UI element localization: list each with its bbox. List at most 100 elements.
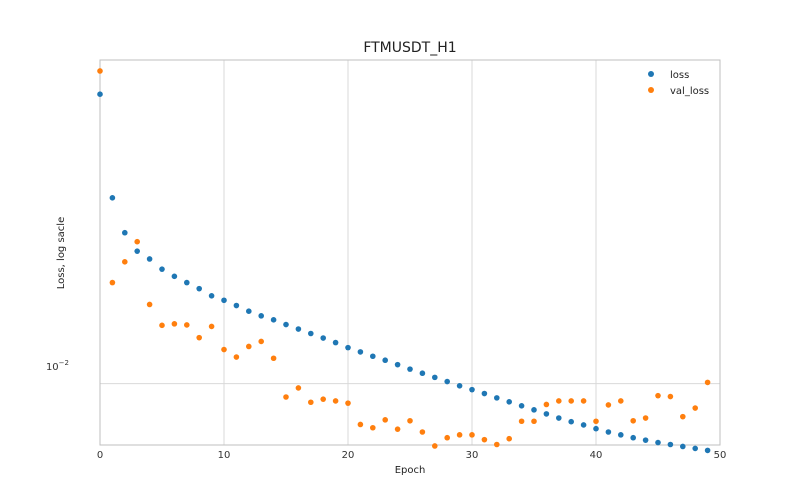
val_loss-point [543, 401, 550, 408]
loss-point [196, 285, 202, 292]
loss-point [432, 374, 438, 381]
val_loss-point [246, 343, 252, 350]
loss-point [146, 256, 153, 262]
loss-point [258, 313, 265, 319]
loss-point [593, 425, 599, 432]
loss-point [221, 297, 227, 304]
val_loss-point [630, 417, 636, 424]
legend-label: val_loss [670, 86, 709, 97]
legend-marker [648, 87, 654, 93]
val_loss-point [122, 259, 128, 265]
val_loss-point [692, 405, 698, 411]
val_loss-point [568, 398, 574, 404]
val_loss-point [382, 417, 389, 423]
val_loss-point [618, 398, 624, 404]
val_loss-point [419, 429, 426, 435]
val_loss-point [494, 441, 500, 448]
val_loss-point [295, 385, 302, 391]
loss-point [97, 91, 103, 97]
val_loss-point [308, 399, 314, 406]
loss-point [295, 326, 302, 332]
loss-point [655, 439, 661, 446]
loss-point [692, 445, 698, 452]
val_loss-point [134, 238, 140, 245]
loss-point [556, 415, 562, 421]
val_loss-point [357, 421, 364, 428]
loss-point [370, 353, 376, 360]
loss-point [357, 349, 364, 355]
loss-point [233, 302, 240, 309]
val_loss-point [605, 402, 612, 408]
loss-point [320, 335, 327, 341]
loss-point [642, 437, 649, 443]
x-tick-label: 50 [714, 450, 727, 461]
loss-point [159, 266, 165, 272]
val_loss-point [680, 413, 686, 420]
val_loss-point [407, 417, 413, 424]
data-points [97, 68, 711, 454]
x-tick-label: 0 [97, 450, 103, 461]
val_loss-point [642, 415, 649, 421]
val_loss-point [593, 418, 599, 425]
val_loss-point [221, 346, 227, 353]
val_loss-point [345, 400, 351, 406]
val_loss-point [481, 436, 488, 443]
loss-point [345, 344, 351, 351]
val_loss-point [196, 334, 202, 341]
val_loss-point [556, 398, 562, 404]
plot-frame [99, 59, 721, 446]
loss-point [270, 317, 277, 323]
loss-point [680, 443, 686, 450]
loss-point [456, 382, 463, 389]
loss-point [308, 330, 314, 337]
val_loss-point [370, 424, 376, 431]
loss-point [667, 441, 674, 448]
val_loss-point [258, 338, 265, 345]
val_loss-point [432, 443, 438, 449]
val_loss-point [283, 394, 289, 400]
val_loss-point [531, 418, 537, 425]
x-tick-label: 40 [590, 450, 603, 461]
loss-point [134, 248, 140, 254]
val_loss-point [159, 322, 165, 329]
gridlines [99, 60, 721, 445]
val_loss-point [332, 398, 339, 404]
loss-point [332, 339, 339, 346]
loss-point [543, 411, 550, 417]
loss-point [630, 434, 636, 441]
val_loss-point [97, 68, 103, 74]
loss-point [407, 366, 413, 372]
val_loss-point [208, 323, 215, 330]
loss-point [109, 195, 116, 201]
val_loss-point [184, 322, 190, 328]
val_loss-point [444, 434, 451, 441]
loss-point [605, 429, 612, 435]
loss-point [382, 357, 389, 364]
val_loss-point [109, 279, 116, 286]
legend: loss val_loss [648, 70, 709, 97]
loss-point [208, 292, 215, 299]
loss-point [506, 399, 512, 405]
loss-point [580, 422, 587, 428]
loss-point [618, 432, 624, 438]
val_loss-point [171, 321, 178, 327]
loss-point [494, 395, 500, 401]
loss-point [394, 361, 401, 368]
x-tick-labels: 0 10 20 30 40 50 [97, 450, 727, 461]
loss-point [518, 403, 525, 409]
legend-marker [648, 71, 654, 77]
val_loss-point [469, 432, 475, 438]
loss-point [444, 378, 451, 385]
val_loss-point [506, 435, 512, 442]
loss-point [283, 321, 289, 328]
legend-label: loss [670, 70, 689, 81]
val_loss-point [270, 355, 277, 362]
y-tick-label: 10−2 [46, 359, 69, 373]
val_loss-point [320, 396, 327, 402]
val_loss-point [518, 418, 525, 425]
loss-point [531, 407, 537, 413]
y-axis-label: Loss, log sacle [56, 217, 67, 289]
loss-point [171, 273, 178, 280]
val_loss-point [146, 301, 153, 308]
